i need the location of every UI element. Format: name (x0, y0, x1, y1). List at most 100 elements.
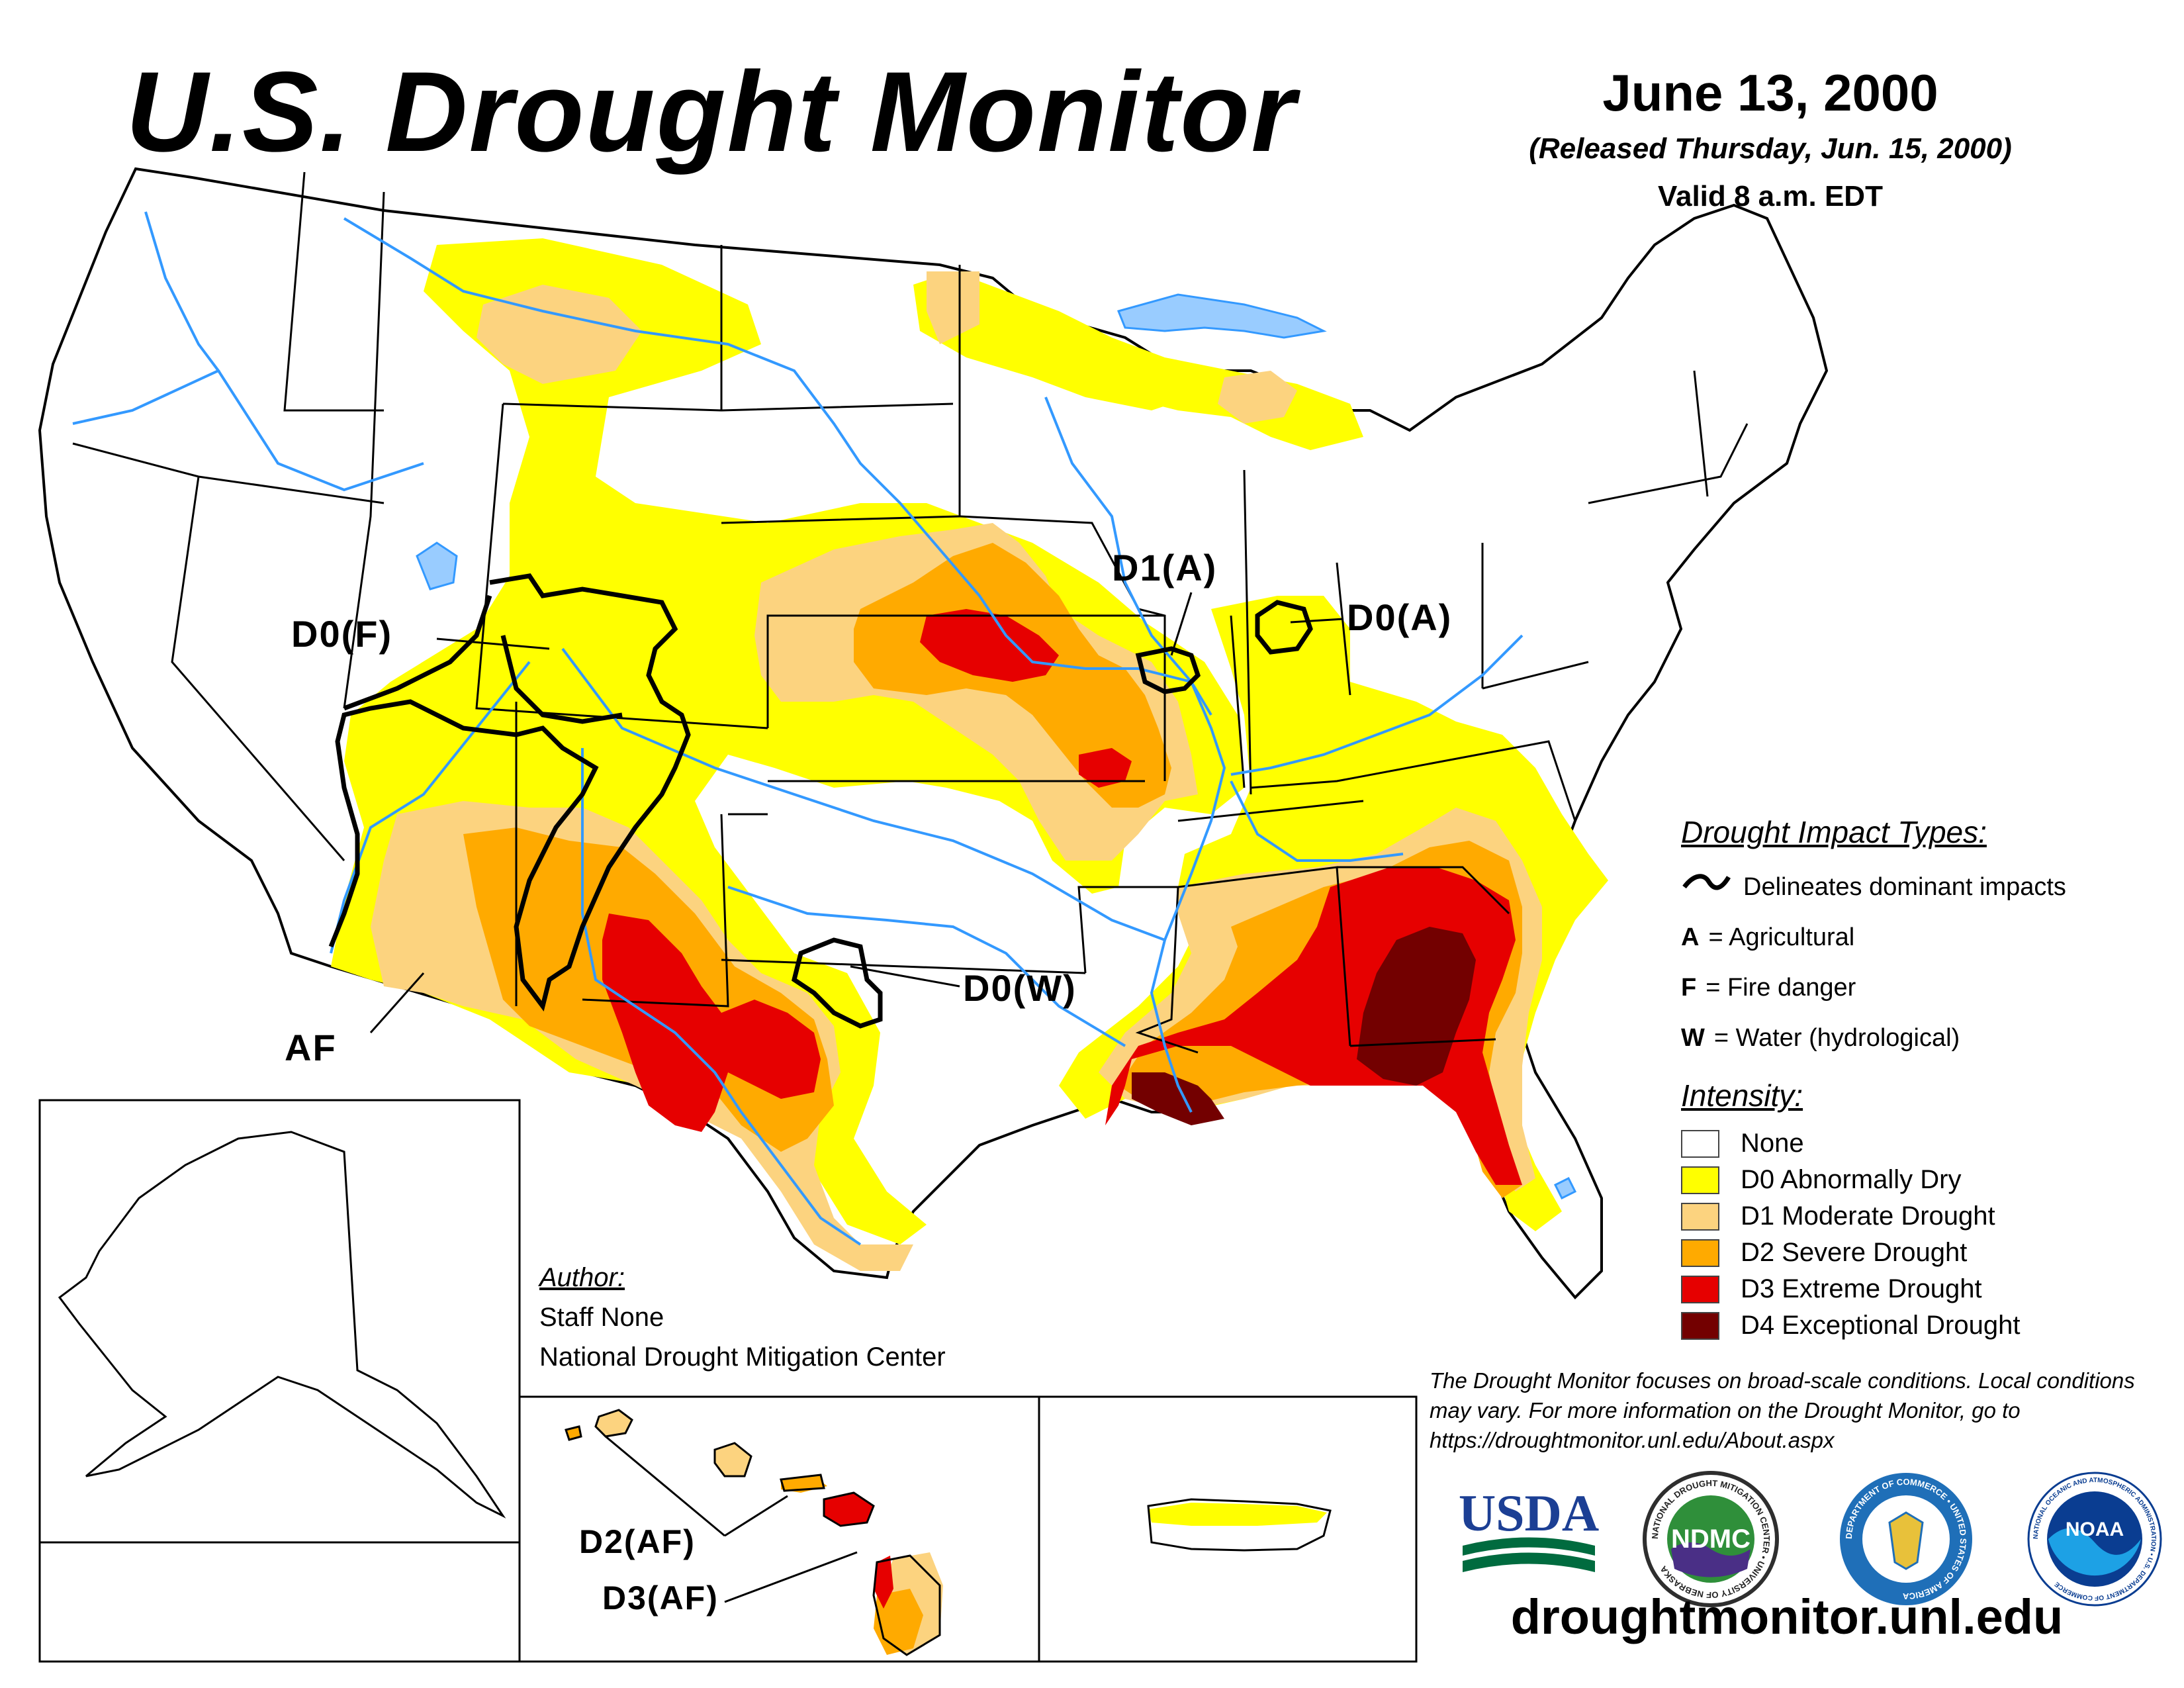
leader-d0-f (436, 637, 550, 650)
intensity-label: None (1741, 1129, 1804, 1158)
molokai (780, 1474, 825, 1492)
d4-georgia (1357, 927, 1476, 1086)
commerce-logo: DEPARTMENT OF COMMERCE • UNITED STATES O… (1840, 1473, 1972, 1605)
leader-d3-af (724, 1551, 858, 1603)
label-d3-af: D3(AF) (602, 1579, 719, 1617)
leader-d2-af (724, 1495, 788, 1537)
intensity-swatch (1681, 1166, 1719, 1194)
lake-okeechobee (1553, 1176, 1577, 1200)
oahu (713, 1442, 752, 1477)
noaa-logo: NOAA NATIONAL OCEANIC AND ATMOSPHERIC AD… (2027, 1472, 2162, 1607)
impact-delineations (328, 573, 1313, 1029)
delineates-row: Delineates dominant impacts (1681, 862, 2144, 912)
author-block: Author: Staff None National Drought Miti… (539, 1258, 946, 1377)
impact-types-heading: Drought Impact Types: (1681, 815, 1987, 849)
intensity-label: D2 Severe Drought (1741, 1238, 1968, 1267)
usda-swoosh-1 (1463, 1537, 1595, 1556)
alaska-inset-frame (38, 1099, 521, 1663)
lake-superior (1116, 293, 1327, 339)
usda-swoosh-2 (1463, 1552, 1595, 1572)
impact-code: A (1681, 923, 1700, 951)
intensity-row: D4 Exceptional Drought (1681, 1307, 2144, 1344)
puerto-rico-outline (1147, 1498, 1332, 1552)
leader-d1-a (1170, 592, 1193, 656)
rivers (72, 211, 1524, 1333)
d3-nebraska (920, 609, 1059, 682)
intensity-swatch (1681, 1129, 1719, 1158)
intensity-label: D1 Moderate Drought (1741, 1201, 1995, 1231)
river-arkansas (561, 647, 1165, 941)
d2-hawaii-big (874, 1589, 923, 1655)
river-rio-grande (581, 748, 862, 1246)
impact-label: = Water (hydrological) (1713, 1023, 1960, 1052)
intensity-heading: Intensity: (1681, 1078, 1803, 1113)
author-name: Staff None (539, 1303, 664, 1332)
delineates-label: Delineates dominant impacts (1743, 872, 2066, 901)
river-tennessee (1230, 780, 1404, 862)
kauai (594, 1409, 633, 1438)
d1-montana (477, 285, 642, 384)
page-title: U.S. Drought Monitor (126, 48, 1297, 175)
great-salt-lake (416, 541, 458, 590)
boundary-d1-a (1135, 646, 1201, 694)
impact-label: = Fire danger (1706, 973, 1856, 1002)
leader-af (369, 972, 425, 1033)
release-date: (Released Thursday, Jun. 15, 2000) (1529, 132, 2012, 165)
impact-f-row: F = Fire danger (1681, 962, 2144, 1013)
impact-a-row: A = Agricultural (1681, 912, 2144, 962)
intensity-swatch (1681, 1239, 1719, 1267)
intensity-row: D0 Abnormally Dry (1681, 1162, 2144, 1198)
impact-code: F (1681, 973, 1697, 1002)
leader-d0-w (850, 965, 960, 988)
leader-d0-a (1290, 618, 1344, 624)
niihau (565, 1425, 582, 1441)
river-mississippi (1044, 397, 1226, 1113)
intensity-swatch (1681, 1275, 1719, 1303)
ndmc-logo-text: NDMC (1671, 1524, 1751, 1554)
d0-puerto-rico (1148, 1503, 1327, 1526)
state-lines-west (72, 171, 1165, 1008)
label-leaders (369, 592, 1344, 1603)
d3-missouri (1079, 748, 1132, 788)
d4-lower-miss (1132, 1072, 1224, 1125)
author-org: National Drought Mitigation Center (539, 1342, 946, 1372)
website-url[interactable]: droughtmonitor.unl.edu (1510, 1589, 2064, 1644)
intensity-label: D0 Abnormally Dry (1741, 1165, 1962, 1194)
inset-frames (38, 1099, 1418, 1663)
d3-texas (602, 914, 821, 1132)
impact-line-symbol (1682, 874, 1731, 890)
impact-w-row: W = Water (hydrological) (1681, 1013, 2144, 1063)
big-island-outline (872, 1554, 941, 1656)
boundary-d0-f (328, 573, 691, 1011)
river-missouri (343, 217, 1212, 716)
puerto-rico-inset-frame (1038, 1395, 1418, 1663)
river-ohio (1230, 634, 1524, 776)
label-d0-f: D0(F) (291, 613, 393, 655)
d3-hawaii-maui (824, 1493, 874, 1526)
intensity-label: D4 Exceptional Drought (1741, 1311, 2021, 1340)
label-d0-w: D0(W) (963, 967, 1077, 1009)
map-date: June 13, 2000 (1602, 64, 1938, 122)
impact-code: W (1681, 1023, 1705, 1052)
intensity-swatch (1681, 1202, 1719, 1231)
intensity-row: D3 Extreme Drought (1681, 1271, 2144, 1307)
hawaii-islands (565, 1409, 941, 1656)
river-columbia (72, 211, 221, 425)
noaa-logo-text: NOAA (2066, 1519, 2124, 1540)
lakes (416, 293, 1577, 1200)
intensity-swatch (1681, 1311, 1719, 1340)
river-red (727, 886, 1126, 1047)
maui-outline (823, 1491, 875, 1527)
boundary-af-inner (343, 594, 623, 724)
intensity-label: D3 Extreme Drought (1741, 1274, 1982, 1303)
label-d1-a: D1(A) (1112, 547, 1218, 588)
leader-d2-af-2 (605, 1435, 725, 1537)
intensity-row: D1 Moderate Drought (1681, 1198, 2144, 1235)
boundary-d0-w (792, 937, 883, 1029)
river-colorado (330, 661, 531, 954)
impact-label: = Agricultural (1708, 923, 1855, 951)
valid-time: Valid 8 a.m. EDT (1658, 180, 1883, 212)
d4-areas (1132, 927, 1476, 1125)
usda-logo-text: USDA (1459, 1484, 1599, 1542)
alaska-shape (58, 1131, 506, 1519)
